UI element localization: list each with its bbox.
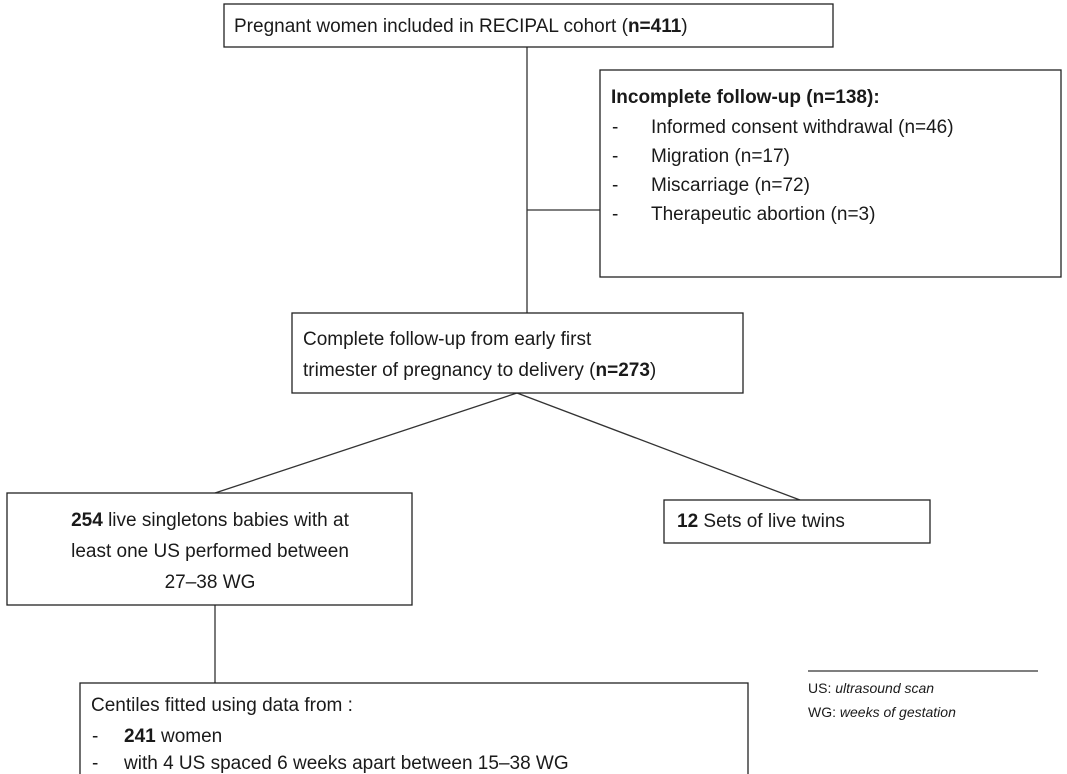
cohort-text: Pregnant women included in RECIPAL cohor… [234, 16, 688, 37]
text: ) [681, 16, 687, 37]
bullet: - [612, 146, 618, 167]
text: WG: [808, 704, 836, 720]
text: n=411 [628, 16, 682, 37]
centiles-title: Centiles fitted using data from : [91, 695, 353, 716]
text: 241 [124, 726, 156, 747]
cohort-box [223, 3, 834, 48]
singleton-box [6, 492, 413, 606]
legend-entry: US: ultrasound scan [808, 680, 934, 696]
text: trimester of pregnancy to delivery ( [303, 360, 596, 381]
text: ultrasound scan [835, 680, 934, 696]
centiles-item: 241 women [124, 726, 222, 747]
bullet: - [92, 753, 98, 774]
exclusion-item: Migration (n=17) [651, 146, 790, 167]
text: ) [650, 360, 656, 381]
text: n=273 [596, 360, 650, 381]
exclusion-item: Miscarriage (n=72) [651, 175, 810, 196]
exclusion-item: Therapeutic abortion (n=3) [651, 204, 875, 225]
centiles-box [79, 682, 749, 774]
text: 254 [71, 510, 103, 531]
singleton-text: 254 live singletons babies with at [71, 510, 350, 531]
text: US: [808, 680, 831, 696]
bullet: - [612, 204, 618, 225]
legend-entry: WG: weeks of gestation [808, 704, 956, 720]
exclusion-item: Informed consent withdrawal (n=46) [651, 117, 954, 138]
text: Sets of live twins [698, 511, 845, 532]
complete-text: Complete follow-up from early first [303, 329, 592, 350]
bullet: - [612, 175, 618, 196]
centiles-item: with 4 US spaced 6 weeks apart between 1… [123, 753, 569, 774]
complete-text: trimester of pregnancy to delivery (n=27… [303, 360, 656, 381]
text: women [156, 726, 223, 747]
text: live singletons babies with at [103, 510, 350, 531]
exclusion-box [599, 69, 1062, 278]
twins-text: 12 Sets of live twins [677, 511, 845, 532]
text: 12 [677, 511, 698, 532]
complete-box [291, 312, 744, 394]
text: weeks of gestation [840, 704, 956, 720]
text: Pregnant women included in RECIPAL cohor… [234, 16, 629, 37]
connector [516, 392, 801, 501]
singleton-text: 27–38 WG [165, 572, 256, 593]
bullet: - [92, 726, 98, 747]
connector [214, 392, 518, 494]
bullet: - [612, 117, 618, 138]
exclusion-title: Incomplete follow-up (n=138): [611, 87, 880, 108]
twins-box [663, 499, 931, 544]
singleton-text: least one US performed between [71, 541, 349, 562]
